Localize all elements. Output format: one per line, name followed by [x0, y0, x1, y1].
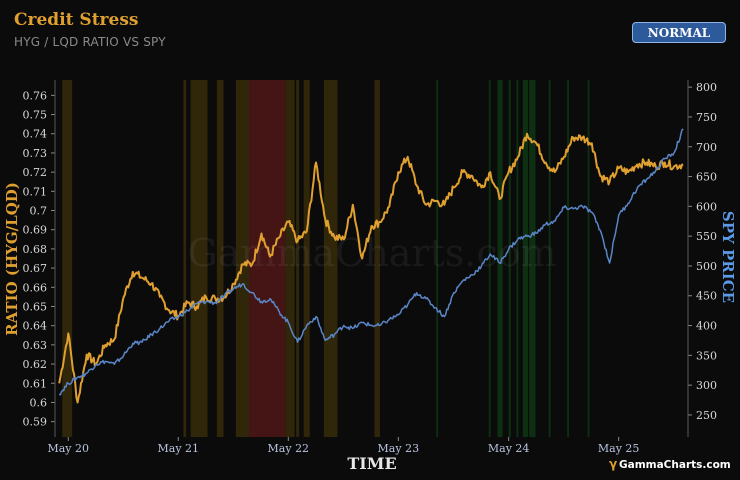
x-tick-label: May 20	[47, 442, 89, 455]
regime-band-mild	[183, 80, 187, 437]
regime-band-calm	[567, 80, 569, 437]
brand-logo: γ GammaCharts.com	[609, 457, 731, 471]
series-line-ratio	[58, 132, 684, 404]
regime-band-calm	[488, 80, 491, 437]
y-left-tick-label: 0.65	[23, 300, 48, 313]
x-tick-label: May 21	[158, 442, 200, 455]
y-left-tick-label: 0.66	[23, 281, 48, 294]
y-right-tick-label: 250	[696, 409, 717, 422]
x-ticks: May 20 May 21 May 22 May 23 May 24 May 25	[47, 437, 639, 455]
regime-band-mild	[216, 80, 224, 437]
watermark: GammaCharts.com	[187, 231, 556, 275]
y-left-tick-label: 0.64	[23, 320, 48, 333]
regime-band-mild	[323, 80, 338, 437]
status-badge: NORMAL	[632, 22, 726, 43]
y-left-tick-label: 0.73	[23, 147, 48, 160]
regime-band-calm	[516, 80, 519, 437]
x-tick-label: May 23	[378, 442, 420, 455]
regime-bands	[62, 80, 590, 437]
y-left-tick-label: 0.62	[23, 358, 48, 371]
series-lines	[58, 128, 684, 404]
y-left-tick-label: 0.72	[23, 166, 48, 179]
regime-band-mild	[374, 80, 380, 437]
regime-band-mild	[235, 80, 250, 437]
y-right-tick-label: 500	[696, 260, 717, 273]
y-left-tick-label: 0.74	[23, 128, 48, 141]
y-left-tick-label: 0.69	[23, 224, 48, 237]
regime-band-calm	[529, 80, 536, 437]
y-right-tick-label: 300	[696, 379, 717, 392]
y-right-axis-label: SPY PRICE	[719, 211, 737, 303]
x-axis-label: TIME	[347, 454, 396, 473]
y-left-tick-label: 0.7	[30, 205, 48, 218]
series-line-spy	[58, 128, 684, 396]
regime-band-calm	[587, 80, 590, 437]
brand-icon: γ	[609, 457, 617, 471]
regime-band-mild	[190, 80, 208, 437]
regime-band-mild	[296, 80, 300, 437]
regime-band-calm	[436, 80, 439, 437]
regime-band-calm	[522, 80, 528, 437]
regime-band-calm	[497, 80, 503, 437]
y-right-tick-label: 650	[696, 171, 717, 184]
y-right-tick-label: 750	[696, 111, 717, 124]
y-left-ticks: 0.59 0.6 0.61 0.62 0.63 0.64 0.65 0.66 0.67 0.68 0…	[23, 80, 56, 437]
brand-text: GammaCharts.com	[619, 459, 731, 471]
y-right-tick-label: 700	[696, 141, 717, 154]
x-tick-label: May 22	[268, 442, 310, 455]
regime-band-mild	[62, 80, 73, 437]
x-tick-label: May 25	[598, 442, 640, 455]
regime-band-calm	[508, 80, 511, 437]
y-right-tick-label: 600	[696, 200, 717, 213]
y-right-ticks: 250 300 350 400 450 500 550 600 650 700 750 800	[687, 80, 717, 437]
y-left-tick-label: 0.63	[23, 339, 48, 352]
regime-band-mild	[303, 80, 310, 437]
regime-band-calm	[548, 80, 551, 437]
y-left-tick-label: 0.75	[23, 109, 48, 122]
chart-title: Credit Stress	[14, 10, 139, 30]
y-right-tick-label: 800	[696, 81, 717, 94]
y-left-tick-label: 0.61	[23, 377, 48, 390]
y-right-tick-label: 550	[696, 230, 717, 243]
y-left-tick-label: 0.76	[23, 89, 48, 102]
y-right-tick-label: 350	[696, 349, 717, 362]
x-tick-label: May 24	[488, 442, 530, 455]
y-right-tick-label: 450	[696, 290, 717, 303]
y-right-tick-label: 400	[696, 320, 717, 333]
y-left-tick-label: 0.6	[30, 396, 48, 409]
regime-band-mild	[285, 80, 295, 437]
chart-subtitle: HYG / LQD RATIO VS SPY	[14, 35, 166, 49]
y-left-tick-label: 0.68	[23, 243, 48, 256]
y-left-axis-label: RATIO (HYG/LQD)	[3, 182, 21, 336]
y-left-tick-label: 0.59	[23, 416, 48, 429]
y-left-tick-label: 0.67	[23, 262, 48, 275]
y-left-tick-label: 0.71	[23, 185, 48, 198]
